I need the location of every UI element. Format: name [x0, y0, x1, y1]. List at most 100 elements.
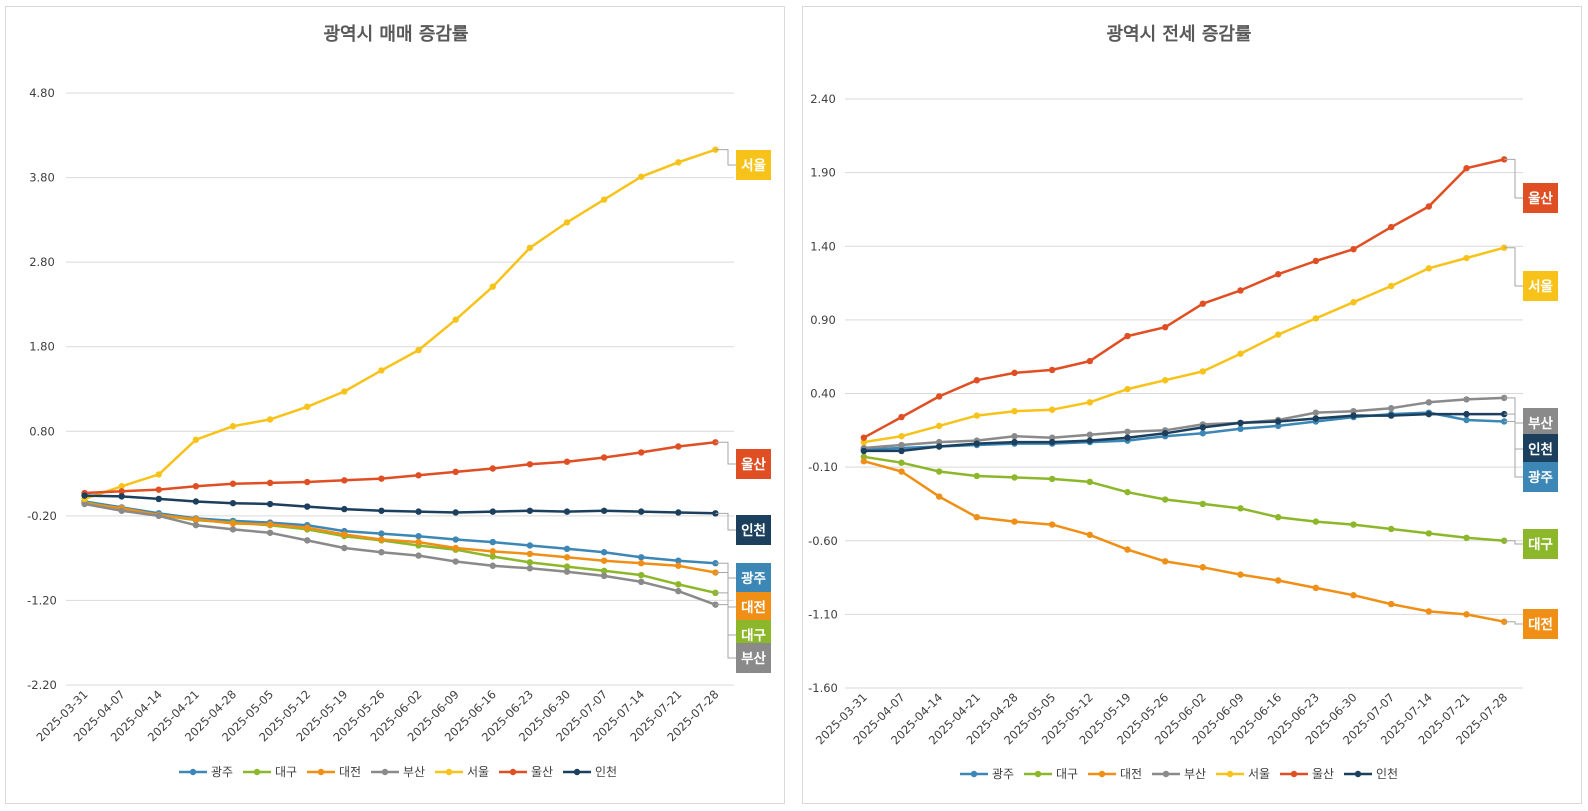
legend-label: 대전 [1120, 767, 1142, 781]
y-tick-label: -1.10 [808, 607, 838, 621]
end-label-text: 서울 [741, 157, 766, 174]
data-point [229, 480, 237, 487]
data-point [600, 572, 608, 580]
data-point [1312, 518, 1320, 525]
y-tick-label: -0.10 [808, 460, 838, 474]
series-line-서울 [84, 148, 716, 501]
data-point [526, 542, 534, 549]
data-point [1161, 558, 1169, 565]
y-tick-label: 2.40 [810, 92, 836, 106]
data-point [266, 521, 274, 528]
data-point [1350, 245, 1357, 253]
data-point [1011, 518, 1018, 525]
data-point [1350, 412, 1357, 419]
data-point [1199, 300, 1207, 307]
legend-marker [253, 768, 261, 776]
data-point [675, 557, 682, 564]
end-label-text: 울산 [741, 456, 766, 473]
series-line-대구 [863, 455, 1505, 543]
series-line-인천 [84, 494, 716, 515]
data-point [118, 483, 125, 490]
series-line-대전 [863, 459, 1505, 623]
legend-marker [317, 768, 325, 776]
data-point [378, 530, 385, 537]
legend-label: 광주 [211, 765, 233, 779]
data-point [1425, 530, 1433, 537]
end-label-box [1523, 609, 1558, 639]
data-point [1124, 428, 1131, 435]
data-point [192, 483, 200, 490]
data-point [1086, 431, 1094, 438]
legend-label: 서울 [1248, 767, 1270, 781]
data-point [378, 507, 385, 514]
data-point [489, 465, 496, 472]
legend-marker [509, 768, 517, 776]
end-label-leader [715, 562, 736, 579]
data-point [118, 507, 125, 514]
data-point [1161, 324, 1169, 331]
data-point [1463, 410, 1470, 418]
data-point [1048, 406, 1056, 413]
y-tick-label: 1.90 [810, 166, 836, 180]
data-point [526, 461, 534, 468]
data-point [675, 159, 682, 166]
data-point [1048, 475, 1056, 483]
data-point [1237, 350, 1244, 357]
legend-label: 대구 [1056, 767, 1078, 781]
y-tick-label: 4.80 [29, 86, 55, 100]
data-point [1350, 299, 1357, 306]
data-point [192, 436, 200, 443]
legend-marker [189, 768, 197, 776]
y-tick-label: 1.80 [29, 340, 55, 354]
legend-marker [1226, 770, 1234, 778]
end-label-text: 대구 [741, 628, 766, 644]
data-point [1387, 412, 1395, 419]
data-point [266, 479, 274, 487]
legend-label: 광주 [992, 767, 1014, 781]
legend-marker [445, 768, 453, 776]
data-point [1463, 254, 1470, 262]
data-point [378, 367, 385, 374]
data-point [973, 472, 981, 480]
data-point [489, 538, 496, 546]
data-point [81, 500, 88, 508]
data-point [860, 447, 868, 455]
data-point [1425, 410, 1433, 418]
data-point [638, 554, 645, 561]
end-label-leader [715, 512, 736, 531]
data-point [1312, 415, 1320, 422]
data-point [1086, 478, 1094, 486]
data-point [526, 244, 534, 251]
data-point [378, 475, 385, 482]
end-label-box [1523, 529, 1558, 559]
data-point [155, 471, 162, 478]
data-point [935, 443, 943, 450]
data-point [304, 403, 311, 410]
legend-label: 대전 [339, 765, 361, 779]
end-label-text: 대구 [1528, 537, 1553, 553]
end-label-leader [715, 149, 736, 166]
data-point [638, 173, 645, 180]
legend-marker [381, 768, 389, 776]
data-point [1425, 608, 1433, 615]
data-point [1124, 546, 1131, 553]
y-tick-label: -1.60 [808, 681, 838, 695]
data-point [415, 508, 422, 515]
data-point [1463, 165, 1470, 172]
y-tick-label: 1.40 [810, 239, 836, 253]
data-point [1199, 500, 1207, 508]
data-point [563, 219, 571, 226]
data-point [266, 416, 274, 423]
data-point [1199, 430, 1207, 437]
end-label-text: 울산 [1528, 190, 1553, 207]
data-point [638, 449, 645, 456]
data-point [1274, 513, 1282, 521]
data-point [155, 512, 162, 520]
data-point [1237, 425, 1244, 433]
data-point [1274, 331, 1282, 338]
data-point [675, 509, 682, 516]
data-point [526, 507, 534, 514]
data-point [489, 283, 496, 290]
data-point [935, 468, 943, 475]
data-point [1011, 438, 1018, 446]
